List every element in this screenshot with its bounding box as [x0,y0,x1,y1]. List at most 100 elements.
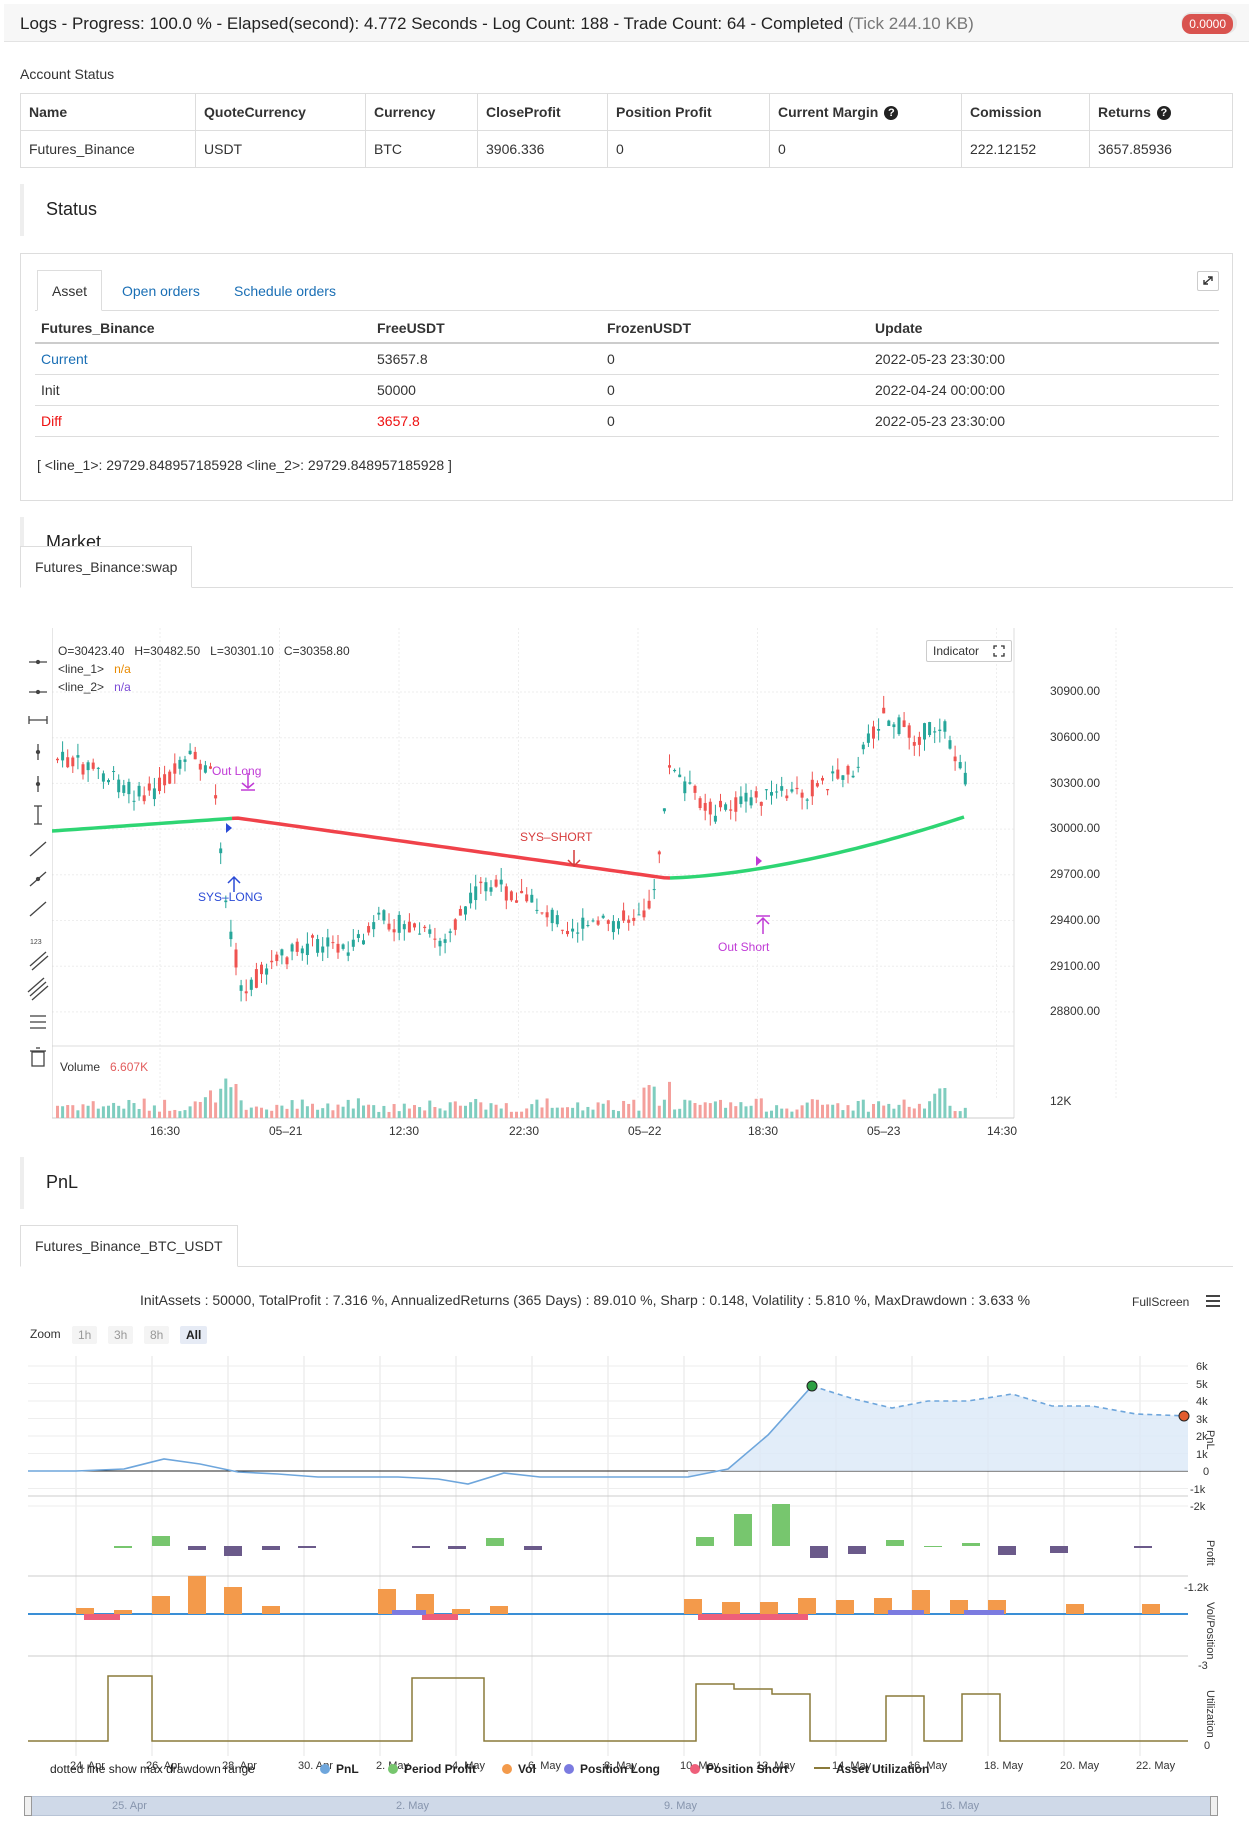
date-tick: 18. May [984,1760,1024,1772]
help-icon[interactable]: ? [1156,106,1171,120]
status-col-frozen: FrozenUSDT [607,320,691,336]
log-status-bar: Logs - Progress: 100.0 % - Elapsed(secon… [4,4,1249,42]
time-tick: 16:30 [150,1124,181,1138]
line1-legend: <line_1> n/a [58,662,131,676]
cell: USDT [195,130,366,168]
navigator-left-handle[interactable] [24,1796,32,1816]
col-name: Name [20,93,196,131]
pnl-chart[interactable] [28,1356,1223,1758]
indicator-label: Indicator [933,644,980,658]
legend-dot [690,1764,700,1774]
time-tick: 12:30 [389,1124,420,1138]
legend-position-long[interactable]: Position Long [564,1762,660,1776]
account-status-label: Account Status [20,66,115,82]
col-currency: Currency [365,93,478,131]
pnl-tick: 0 [1203,1466,1210,1478]
col-comission: Comission [961,93,1090,131]
pnl-tick: -1k [1190,1484,1206,1496]
row-current-label[interactable]: Current [41,351,88,367]
status-panel: Asset Open orders Schedule orders Future… [20,253,1233,501]
tab-open-orders[interactable]: Open orders [122,283,200,299]
pnl-tick: 4k [1196,1396,1208,1408]
volume-legend: Volume 6.607K [60,1060,149,1074]
line2-legend: <line_2> n/a [58,680,131,694]
nav-tick: 2. May [396,1800,430,1812]
tab-pnl-symbol[interactable]: Futures_Binance_BTC_USDT [20,1225,238,1267]
menu-icon[interactable] [1204,1293,1222,1309]
time-tick: 18:30 [748,1124,779,1138]
section-title: Status [46,199,98,219]
ohlc-readout: O=30423.40 H=30482.50 L=30301.10 C=30358… [58,644,350,658]
legend-vol[interactable]: Vol [502,1762,536,1776]
date-tick: 24. Apr [70,1760,105,1772]
status-note: [ <line_1>: 29729.848957185928 <line_2>:… [37,457,452,473]
status-col-update: Update [875,320,923,336]
cell: 0 [607,351,615,367]
time-tick: 14:30 [987,1124,1018,1138]
tab-market-swap[interactable]: Futures_Binance:swap [20,546,193,588]
nav-tick: 9. May [664,1800,698,1812]
annotation-out-long: Out Long [212,764,262,778]
fullscreen-button[interactable]: FullScreen [1132,1295,1190,1309]
date-tick: 12. May [756,1760,796,1772]
pnl-tick: 1k [1196,1449,1208,1461]
date-tick: 14. May [832,1760,872,1772]
date-tick: 20. May [1060,1760,1100,1772]
tab-divider [20,587,1233,588]
divider [35,374,1219,375]
divider [35,436,1219,437]
fullscreen-icon [993,645,1005,657]
tab-schedule-orders[interactable]: Schedule orders [234,283,336,299]
cell: 2022-05-23 23:30:00 [875,413,1005,429]
status-col-name: Futures_Binance [41,320,155,336]
time-tick: 22:30 [509,1124,540,1138]
zoom-label: Zoom [30,1327,61,1341]
divider [35,405,1219,406]
account-header-row: Name QuoteCurrency Currency CloseProfit … [20,93,1233,131]
cell: 3657.85936 [1089,130,1233,168]
axis-title-profit: Profit [1204,1540,1216,1566]
time-tick: 05–22 [628,1124,662,1138]
pnl-tick: 5k [1196,1379,1208,1391]
legend-period-profit[interactable]: Period Profit [388,1762,476,1776]
legend-pnl[interactable]: PnL [320,1762,359,1776]
zoom-8h-button[interactable]: 8h [144,1326,170,1344]
tab-asset[interactable]: Asset [37,270,103,311]
divider [35,342,1219,344]
cell: 222.12152 [961,130,1090,168]
candlestick-chart[interactable] [52,628,1233,1146]
drawing-toolbar[interactable]: 123 [24,648,52,1048]
indicator-button[interactable]: Indicator [926,640,1012,662]
date-tick: 16. May [908,1760,948,1772]
row-init-label: Init [41,382,60,398]
cell: Futures_Binance [20,130,196,168]
volume-tick: 12K [1050,1094,1072,1108]
legend-line [814,1767,830,1769]
trash-icon[interactable] [26,1046,50,1068]
svg-text:123: 123 [30,939,42,946]
zoom-3h-button[interactable]: 3h [108,1326,134,1344]
legend-position-short[interactable]: Position Short [690,1762,788,1776]
navigator-right-handle[interactable] [1210,1796,1218,1816]
price-tick: 29400.00 [1050,913,1101,927]
help-icon[interactable]: ? [884,106,899,120]
date-tick: 28. Apr [222,1760,257,1772]
axis-title-util: Utilization [1204,1690,1216,1738]
zoom-all-button[interactable]: All [180,1326,208,1344]
tab-divider [20,1266,1233,1267]
date-tick: 26. Apr [146,1760,181,1772]
zoom-1h-button[interactable]: 1h [72,1326,98,1344]
expand-button[interactable] [1197,271,1219,291]
price-tick: 30000.00 [1050,821,1101,835]
range-navigator[interactable] [28,1796,1214,1816]
cell: 3906.336 [477,130,608,168]
legend-asset-utilization[interactable]: Asset Utilization [814,1762,929,1776]
account-row: Futures_Binance USDT BTC 3906.336 0 0 22… [20,130,1233,168]
date-tick: 6. May [528,1760,562,1772]
annotation-out-short: Out Short [718,940,770,954]
price-tick: 29100.00 [1050,959,1101,973]
footnote: dotted line show max drawdown range [50,1762,255,1776]
market-chart: 123 O=30423.40 H=30482.50 L=30301.10 C=3… [20,628,1233,1146]
date-tick: 8. May [604,1760,638,1772]
util-tick: 0 [1204,1740,1211,1752]
